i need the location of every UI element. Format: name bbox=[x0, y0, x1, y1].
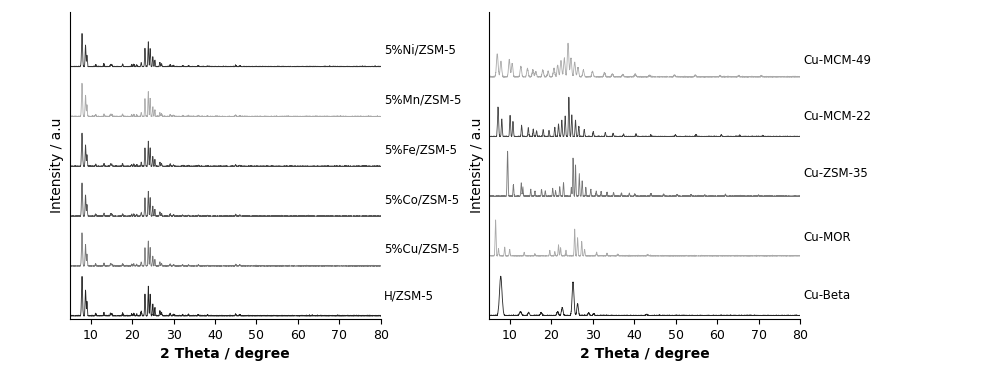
Text: 5%Fe/ZSM-5: 5%Fe/ZSM-5 bbox=[384, 143, 457, 156]
Y-axis label: Intensity / a.u: Intensity / a.u bbox=[470, 117, 484, 213]
X-axis label: 2 Theta / degree: 2 Theta / degree bbox=[580, 347, 710, 361]
Y-axis label: Intensity / a.u: Intensity / a.u bbox=[50, 117, 64, 213]
Text: 5%Ni/ZSM-5: 5%Ni/ZSM-5 bbox=[384, 44, 456, 56]
Text: 5%Mn/ZSM-5: 5%Mn/ZSM-5 bbox=[384, 93, 461, 107]
Text: 5%Cu/ZSM-5: 5%Cu/ZSM-5 bbox=[384, 243, 459, 256]
Text: Cu-ZSM-35: Cu-ZSM-35 bbox=[803, 167, 868, 180]
Text: Cu-Beta: Cu-Beta bbox=[803, 289, 850, 302]
Text: Cu-MCM-22: Cu-MCM-22 bbox=[803, 110, 871, 123]
Text: Cu-MOR: Cu-MOR bbox=[803, 231, 851, 244]
Text: Cu-MCM-49: Cu-MCM-49 bbox=[803, 54, 871, 67]
X-axis label: 2 Theta / degree: 2 Theta / degree bbox=[160, 347, 290, 361]
Text: 5%Co/ZSM-5: 5%Co/ZSM-5 bbox=[384, 193, 459, 206]
Text: H/ZSM-5: H/ZSM-5 bbox=[384, 290, 434, 303]
